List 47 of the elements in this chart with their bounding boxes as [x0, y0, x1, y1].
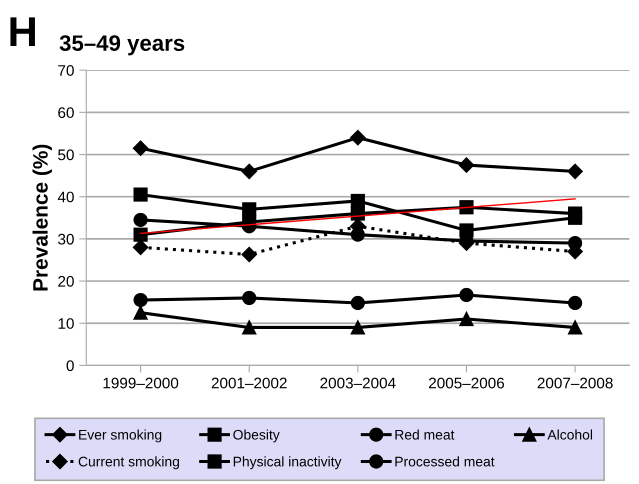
text: H — [10, 17, 35, 46]
point — [132, 140, 148, 156]
point — [242, 164, 257, 180]
y-tick-label: 40 — [58, 192, 74, 202]
legend-label: Ever smoking — [79, 429, 162, 442]
y-tick-label: 70 — [58, 65, 74, 76]
legend-label: Processed meat — [395, 456, 495, 466]
x-tick-label: 2007–2008 — [538, 378, 613, 388]
x-tick-label: 1999–2000 — [104, 378, 178, 388]
x-tick-label: 2003–2004 — [320, 378, 396, 388]
point — [350, 320, 365, 335]
point — [568, 320, 582, 335]
point — [133, 292, 148, 308]
chart-title: 35–49 years — [60, 35, 184, 56]
point — [567, 164, 583, 180]
point — [242, 202, 256, 216]
point — [133, 306, 148, 320]
point — [458, 157, 474, 173]
point — [242, 246, 257, 262]
legend-label: Obesity — [233, 429, 280, 442]
y-tick-label: 20 — [58, 276, 74, 287]
x-tick-label: 2001–2002 — [212, 378, 287, 388]
point — [459, 288, 474, 302]
point — [568, 210, 582, 225]
x-tick-label: 2005–2006 — [429, 378, 504, 388]
point — [350, 296, 365, 310]
point — [568, 296, 582, 310]
point — [133, 212, 148, 227]
y-tick-label: 50 — [58, 149, 74, 160]
point — [242, 320, 256, 335]
point — [459, 312, 474, 326]
point — [350, 194, 365, 208]
y-tick-label: 30 — [58, 234, 74, 245]
y-axis-title: Prevalence (%) — [32, 144, 52, 291]
legend-label: Current smoking — [78, 456, 179, 470]
y-tick-label: 10 — [58, 318, 74, 329]
point — [133, 228, 148, 242]
point — [459, 223, 474, 238]
legend-label: Red meat — [395, 429, 454, 440]
legend-label: Physical inactivity — [234, 456, 342, 470]
point — [132, 240, 148, 256]
y-tick-label: 60 — [58, 107, 74, 118]
point — [242, 290, 256, 306]
point — [133, 188, 148, 202]
point — [350, 130, 366, 146]
y-tick-label: 0 — [66, 360, 74, 372]
legend-label: Alcohol — [547, 429, 592, 440]
